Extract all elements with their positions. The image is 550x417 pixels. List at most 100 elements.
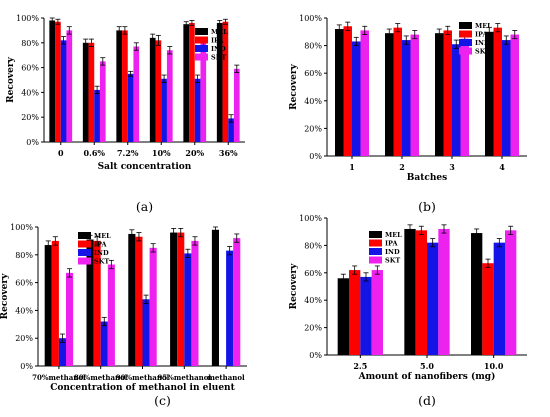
panel-2-bar-ind [402,40,411,156]
panel-1-bar-skt [233,68,240,142]
panel-1-x-tick-label: 7.2% [117,148,139,158]
panel-3-legend-label-ipa: IPA [94,241,107,249]
panel-1-bar-ind [194,78,201,142]
panel-1-bar-ind [94,89,100,142]
panel-2-x-tick-label: 1 [349,162,355,172]
panel-4-y-axis-title: Recovery [289,263,299,309]
panel-3-x-tick-label: 90%methanol [116,373,170,382]
panel-2-bar-mel [385,33,394,156]
panel-3-bar-skt [233,238,241,366]
panel-1-label: (a) [136,199,153,214]
panel-4-bar-ipa [349,270,361,355]
panel-1-bar-mel [216,22,223,142]
panel-1-y-tick-label: 60% [21,64,39,73]
panel-3-x-tick-label: 70%methanol [32,373,86,382]
panel-2-legend-swatch-skt [459,47,472,55]
panel-3-x-axis-title: Concentration of methanol in eluent [50,383,235,393]
panel-2-y-tick-label: 80% [304,42,322,51]
panel-2-bar-ind [352,41,361,156]
panel-3-bar-ind [58,338,67,366]
panel-2-legend-swatch-ind [459,39,472,46]
panel-4-legend-label-ipa: IPA [385,240,398,248]
panel-1-bar-ipa [88,42,95,142]
panel-2-legend-label-ind: IND [475,39,490,47]
panel-3-x-tick-label: 95%methanol [158,373,212,382]
panel-3-bar-ipa [177,232,185,366]
panel-3-y-tick-label: 40% [15,306,33,315]
panel-2-chart: 0% 20% 40% 60% 80% 100% Recovery 1 2 3 4 Batches MEL… [289,14,527,214]
panel-3-x-tick-label: methanol [208,373,245,382]
panel-4-bar-ind [493,242,505,355]
panel-1-x-tick-label: 20% [185,148,204,158]
panel-4-x-axis-title: Amount of nanofibers (mg) [358,371,496,382]
panel-4-y-tick-label: 100% [299,214,322,223]
panel-1-legend-label-mel: MEL [211,28,228,36]
panel-4-bar-mel [337,278,349,355]
panel-4-bar-ind [427,242,439,355]
panel-4-bar-mel [404,228,416,355]
panel-3-bar-skt [191,240,199,366]
panel-3-bar-mel [86,239,94,366]
panel-4-x-tick-label: 2.5 [353,361,367,371]
panel-3-y-tick-label: 100% [10,223,33,232]
panel-4-y-tick-label: 40% [304,296,322,305]
panel-2-x-axis-title: Batches [407,173,447,183]
panel-1-bar-skt [99,61,106,142]
panel-1-bar-mel [82,42,89,142]
panel-3-y-tick-label: 60% [15,279,33,288]
panel-3-bar-ind [100,321,108,366]
panel-3-bar-ipa [51,240,59,366]
panel-1-y-axis-title: Recovery [6,56,16,102]
panel-1-legend-swatch-skt [195,53,208,61]
panel-3-bar-skt [149,247,157,366]
panel-1-bar-mel [49,20,56,143]
panel-2-legend-swatch-mel [459,22,472,29]
panel-1-legend-label-ipa: IPA [211,37,224,45]
panel-4-bar-skt [438,228,450,355]
panel-1-y-tick-label: 100% [16,14,39,23]
panel-3-legend-swatch-mel [78,232,91,239]
panel-4-legend-swatch-ind [369,248,382,255]
panel-1-bar-ipa [122,30,128,142]
panel-1-y-tick-label: 0% [26,138,39,147]
panel-1-legend-swatch-ipa [195,36,208,44]
panel-4-bar-skt [505,230,517,355]
panel-2-bar-mel [435,33,444,156]
panel-1-chart: 0% 20% 40% 60% 80% 100% Recovery 0 0.6% 7.2% 10% 20… [6,14,245,214]
panel-1-x-tick-label: 0.6% [83,148,105,158]
panel-2-y-axis-title: Recovery [289,63,299,109]
panel-3-x-tick-label: 80%methanol [74,373,128,382]
panel-4-legend-swatch-skt [369,256,382,264]
panel-3-chart: 0% 20% 40% 60% 80% 100% Recovery 70%methanol80%… [0,223,247,408]
panel-1-bar-ipa [55,21,61,142]
panel-4-legend-label-ind: IND [385,248,400,256]
panel-3-legend-swatch-skt [78,257,91,265]
panel-1-bar-skt [166,50,173,142]
panel-1-bar-ipa [222,21,229,142]
panel-2-legend-label-ipa: IPA [475,31,488,39]
panel-2-bar-ind [502,40,511,156]
panel-4-y-tick-label: 0% [309,351,322,360]
panel-2-bar-ipa [393,27,402,156]
panel-2-y-tick-label: 100% [299,14,322,23]
panel-2-bar-ipa [493,27,502,156]
panel-2-bar-ipa [443,30,452,157]
panel-1-x-tick-label: 36% [219,148,238,158]
panel-3-bar-mel [44,245,52,366]
panel-3-legend-label-skt: SKT [94,258,109,266]
panel-2-legend-label-skt: SKT [475,48,490,56]
panel-2-y-tick-label: 60% [304,69,322,78]
panel-3-y-axis-title: Recovery [0,273,10,319]
panel-1-bar-ind [127,73,134,142]
panel-1-x-tick-label: 10% [152,148,171,158]
panel-3-bar-ind [184,253,192,366]
panel-1-bar-ipa [155,40,162,142]
panel-1-bar-mel [149,37,156,143]
panel-3-bar-ind [226,250,234,366]
panel-1-legend-swatch-ind [195,45,208,52]
panel-1-y-tick-label: 20% [21,113,39,122]
